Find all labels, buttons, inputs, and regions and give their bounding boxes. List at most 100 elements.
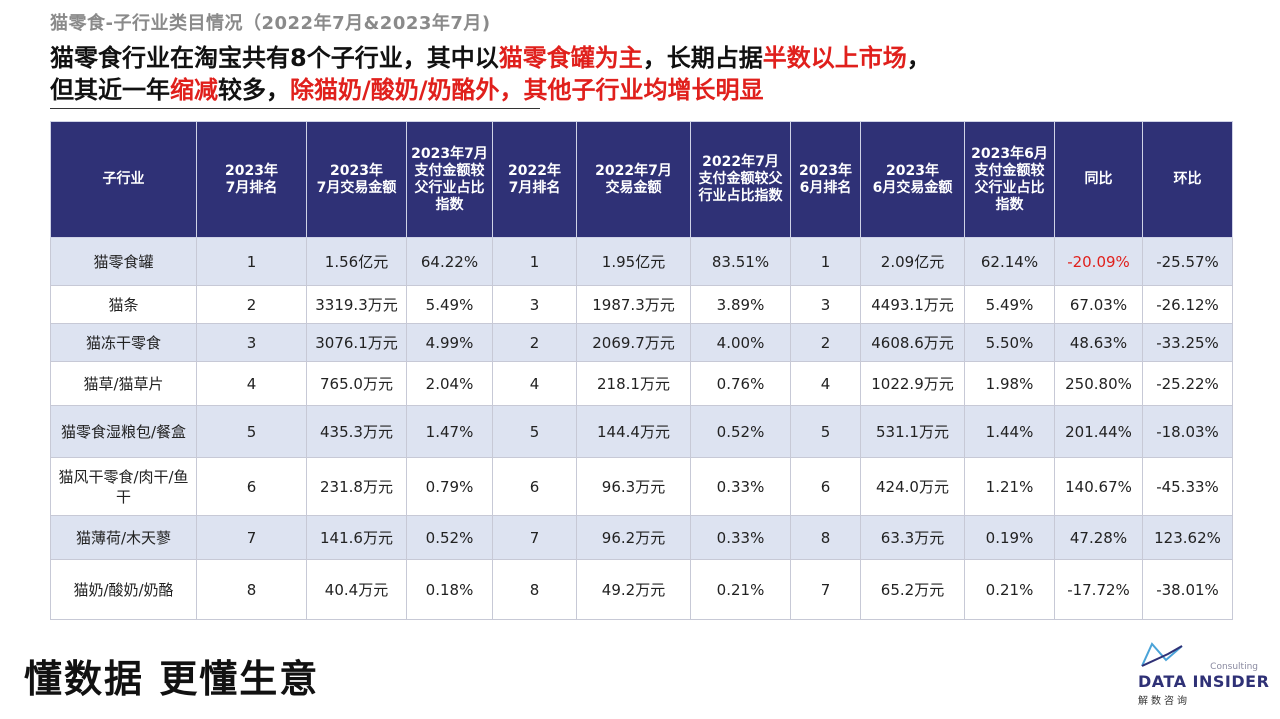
table-row: 猫零食湿粮包/餐盒 5 435.3万元 1.47% 5 144.4万元 0.52% 5 531.…	[50, 405, 1233, 458]
table-cell: 5.49%	[964, 285, 1055, 324]
table-cell: 40.4万元	[306, 559, 407, 620]
headline-text: 但其近一年	[50, 76, 170, 104]
table-cell: 765.0万元	[306, 361, 407, 406]
table-cell: 1.95亿元	[576, 237, 691, 286]
logo-cn-name: 解数咨询	[1138, 696, 1190, 707]
table-cell: -25.22%	[1142, 361, 1233, 406]
table-cell: 0.52%	[406, 515, 493, 560]
table-cell: 531.1万元	[860, 405, 965, 458]
table-cell: 2069.7万元	[576, 323, 691, 362]
table-cell: 435.3万元	[306, 405, 407, 458]
table-cell: -25.57%	[1142, 237, 1233, 286]
subcategory-name-cell: 猫零食罐	[50, 237, 197, 286]
table-cell: 1.44%	[964, 405, 1055, 458]
table-cell: 65.2万元	[860, 559, 965, 620]
column-header: 2022年7月 交易金额	[576, 121, 691, 238]
table-cell: 4.00%	[690, 323, 791, 362]
table-cell: 8	[196, 559, 307, 620]
table-row: 猫冻干零食 3 3076.1万元 4.99% 2 2069.7万元 4.00% 2 4608.6…	[50, 323, 1233, 362]
table-cell: 8	[790, 515, 861, 560]
table-cell: 0.21%	[964, 559, 1055, 620]
headline-highlight: 半数以上市场	[762, 44, 907, 72]
table-cell: 6	[492, 457, 577, 516]
column-header: 同比	[1054, 121, 1143, 238]
column-header: 2023年 7月排名	[196, 121, 307, 238]
table-cell: 123.62%	[1142, 515, 1233, 560]
table-cell: 0.19%	[964, 515, 1055, 560]
table-cell: 4493.1万元	[860, 285, 965, 324]
table-cell: 5	[492, 405, 577, 458]
headline-line-2: 但其近一年缩减较多，除猫奶/酸奶/奶酪外，其他子行业均增长明显	[50, 74, 931, 106]
subcategory-name-cell: 猫风干零食/肉干/鱼干	[50, 457, 197, 516]
subcategory-name-cell: 猫草/猫草片	[50, 361, 197, 406]
table-cell: -33.25%	[1142, 323, 1233, 362]
table-cell: 67.03%	[1054, 285, 1143, 324]
table-cell: 96.2万元	[576, 515, 691, 560]
table-cell: 7	[196, 515, 307, 560]
subcategory-name-cell: 猫零食湿粮包/餐盒	[50, 405, 197, 458]
table-cell: 49.2万元	[576, 559, 691, 620]
table-cell: 1.21%	[964, 457, 1055, 516]
table-row: 猫条 2 3319.3万元 5.49% 3 1987.3万元 3.89% 3 4493.1万元 5…	[50, 285, 1233, 324]
table-cell: -26.12%	[1142, 285, 1233, 324]
table-row: 猫薄荷/木天蓼 7 141.6万元 0.52% 7 96.2万元 0.33% 8 63.3万元 0…	[50, 515, 1233, 560]
table-cell: 1	[790, 237, 861, 286]
table-cell: 0.52%	[690, 405, 791, 458]
table-cell: 424.0万元	[860, 457, 965, 516]
headline: 猫零食行业在淘宝共有8个子行业，其中以猫零食罐为主，长期占据半数以上市场， 但其…	[50, 42, 931, 106]
table-cell: 3	[492, 285, 577, 324]
table-cell: 1.56亿元	[306, 237, 407, 286]
table-cell: 6	[790, 457, 861, 516]
table-cell: 141.6万元	[306, 515, 407, 560]
table-cell: 83.51%	[690, 237, 791, 286]
table-cell: 7	[790, 559, 861, 620]
table-cell: 3076.1万元	[306, 323, 407, 362]
column-header: 2023年 6月排名	[790, 121, 861, 238]
slogan: 懂数据 更懂生意	[24, 656, 320, 701]
table-cell: 96.3万元	[576, 457, 691, 516]
table-cell: 144.4万元	[576, 405, 691, 458]
table-cell: 48.63%	[1054, 323, 1143, 362]
table-cell: 64.22%	[406, 237, 493, 286]
subcategory-name-cell: 猫冻干零食	[50, 323, 197, 362]
table-cell: -20.09%	[1054, 237, 1143, 286]
headline-highlight: 猫零食罐为主	[498, 44, 643, 72]
table-cell: 7	[492, 515, 577, 560]
table-cell: 4	[790, 361, 861, 406]
table-cell: 0.79%	[406, 457, 493, 516]
table-header-row: 子行业 2023年 7月排名 2023年 7月交易金额 2023年7月 支付金额较 父行业占比…	[50, 121, 1233, 238]
table-cell: 1	[196, 237, 307, 286]
subcategory-name-cell: 猫条	[50, 285, 197, 324]
table-cell: 63.3万元	[860, 515, 965, 560]
table-cell: 201.44%	[1054, 405, 1143, 458]
table-cell: -38.01%	[1142, 559, 1233, 620]
table-cell: 4.99%	[406, 323, 493, 362]
table-cell: 8	[492, 559, 577, 620]
table-cell: 1.98%	[964, 361, 1055, 406]
table-cell: 4608.6万元	[860, 323, 965, 362]
logo-consulting-text: Consulting	[1210, 662, 1258, 672]
table-cell: -18.03%	[1142, 405, 1233, 458]
column-header: 2023年 6月交易金额	[860, 121, 965, 238]
headline-text: ，长期占据	[642, 44, 763, 72]
column-header: 2022年7月 支付金额较父 行业占比指数	[690, 121, 791, 238]
subcategory-table: 子行业 2023年 7月排名 2023年 7月交易金额 2023年7月 支付金额较 父行业占比…	[50, 121, 1233, 620]
table-cell: 1987.3万元	[576, 285, 691, 324]
table-cell: 218.1万元	[576, 361, 691, 406]
headline-highlight: 除猫奶/酸奶/奶酪外，其他子行业均增长明显	[290, 76, 764, 104]
data-insider-logo: Consulting DATA INSIDER 解数咨询	[1138, 640, 1269, 710]
table-cell: 0.33%	[690, 515, 791, 560]
headline-highlight: 缩减	[170, 76, 218, 104]
table-cell: 6	[196, 457, 307, 516]
table-row: 猫奶/酸奶/奶酪 8 40.4万元 0.18% 8 49.2万元 0.21% 7 65.2万元 0…	[50, 559, 1233, 620]
table-cell: 0.18%	[406, 559, 493, 620]
table-cell: 2	[492, 323, 577, 362]
table-cell: 3.89%	[690, 285, 791, 324]
table-cell: 0.21%	[690, 559, 791, 620]
table-row: 猫风干零食/肉干/鱼干 6 231.8万元 0.79% 6 96.3万元 0.33% 6 424…	[50, 457, 1233, 516]
table-cell: -45.33%	[1142, 457, 1233, 516]
table-cell: 0.76%	[690, 361, 791, 406]
table-row: 猫零食罐 1 1.56亿元 64.22% 1 1.95亿元 83.51% 1 2.09亿元 62.…	[50, 237, 1233, 286]
table-cell: 4	[492, 361, 577, 406]
subcategory-name-cell: 猫奶/酸奶/奶酪	[50, 559, 197, 620]
